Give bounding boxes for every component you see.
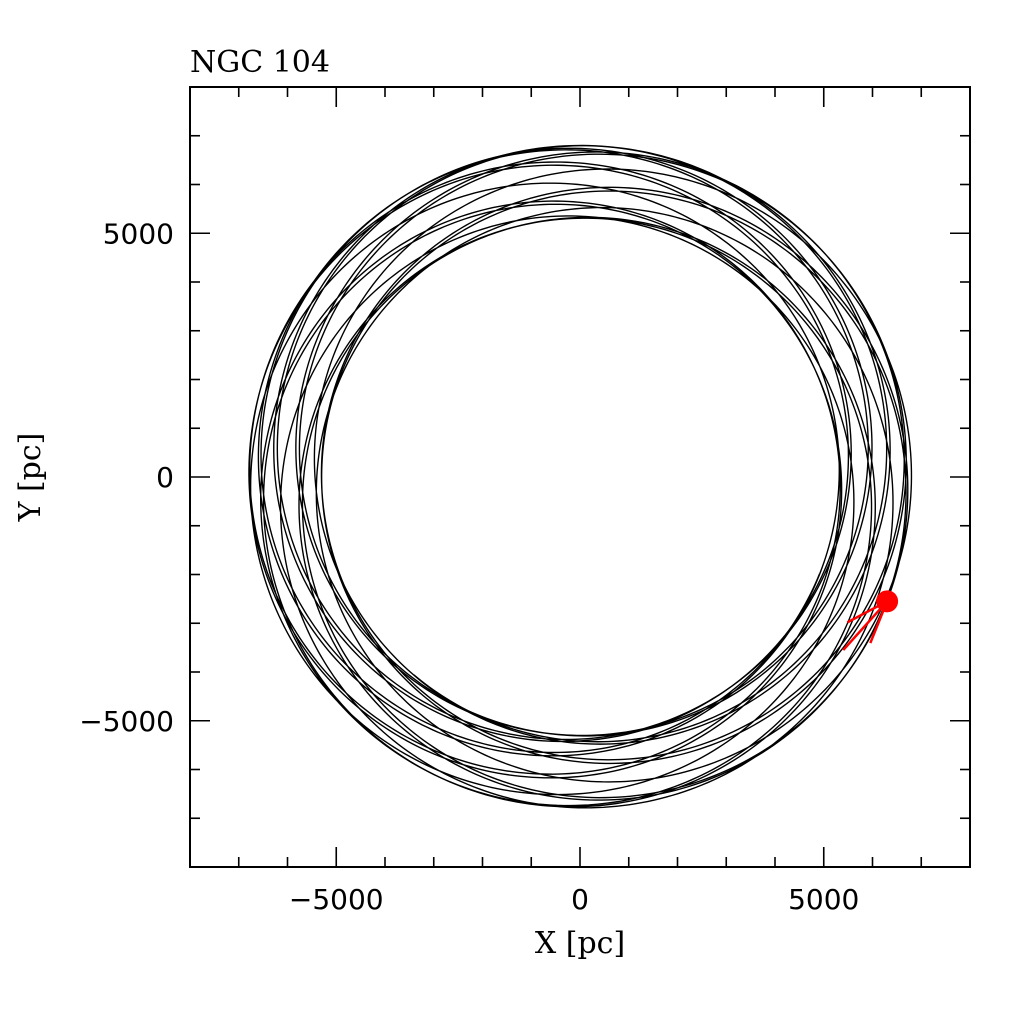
- x-tick-label: −5000: [289, 883, 384, 916]
- chart-title: NGC 104: [190, 45, 330, 80]
- x-tick-label: 5000: [788, 883, 859, 916]
- ticks-layer: −5000 0 5000 5000 0 −5000: [79, 87, 970, 916]
- orbit-layer: [248, 144, 913, 809]
- plot-frame: [189, 86, 971, 868]
- x-tick-label: 0: [571, 883, 589, 916]
- y-tick-label: 0: [156, 461, 174, 494]
- y-axis-label: Y [pc]: [13, 433, 48, 523]
- y-tick-label: 5000: [103, 217, 174, 250]
- marker-layer: [842, 590, 899, 651]
- x-axis-label: X [pc]: [535, 926, 625, 961]
- y-tick-label: −5000: [79, 705, 174, 738]
- current-position-marker: [876, 590, 899, 613]
- orbit-line-0: [248, 144, 913, 809]
